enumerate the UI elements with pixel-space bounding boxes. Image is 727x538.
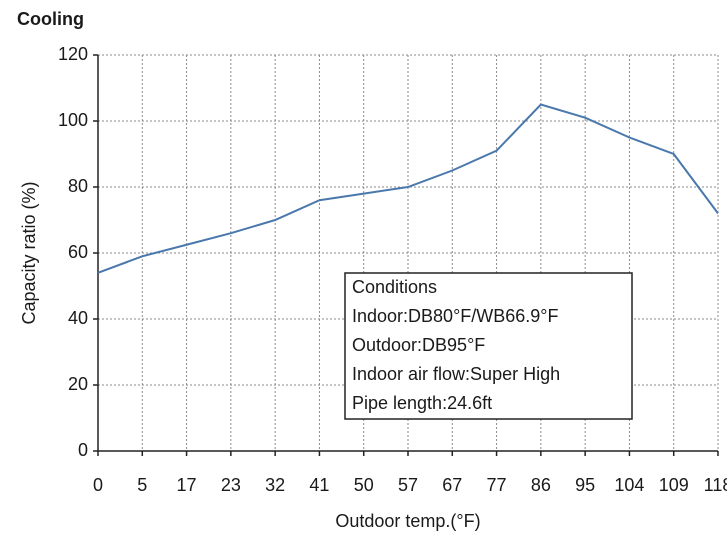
x-tick-label: 5 xyxy=(137,475,147,495)
x-tick-label: 41 xyxy=(309,475,329,495)
x-tick-label: 23 xyxy=(221,475,241,495)
chart-title: Cooling xyxy=(17,9,84,29)
x-tick-label: 118 xyxy=(704,475,727,495)
annotation-box xyxy=(344,272,633,420)
x-tick-label: 67 xyxy=(442,475,462,495)
x-axis-label: Outdoor temp.(°F) xyxy=(335,511,480,531)
x-tick-label: 57 xyxy=(398,475,418,495)
y-tick-label: 60 xyxy=(68,242,88,262)
y-tick-label: 40 xyxy=(68,308,88,328)
annotation-line: Pipe length:24.6ft xyxy=(352,393,492,413)
y-axis-label: Capacity ratio (%) xyxy=(19,181,39,324)
x-tick-label: 32 xyxy=(265,475,285,495)
x-tick-label: 95 xyxy=(575,475,595,495)
x-tick-label: 104 xyxy=(614,475,644,495)
x-tick-label: 86 xyxy=(531,475,551,495)
data-line xyxy=(97,103,719,274)
x-tick-label: 109 xyxy=(659,475,689,495)
y-tick-label: 80 xyxy=(68,176,88,196)
annotation-line: Outdoor:DB95°F xyxy=(352,335,485,355)
x-tick-label: 50 xyxy=(354,475,374,495)
annotation-line: Conditions xyxy=(352,277,437,297)
y-tick-label: 0 xyxy=(78,440,88,460)
x-tick-label: 0 xyxy=(93,475,103,495)
y-tick-label: 120 xyxy=(58,44,88,64)
y-tick-label: 100 xyxy=(58,110,88,130)
annotation-line: Indoor air flow:Super High xyxy=(352,364,560,384)
x-tick-label: 17 xyxy=(177,475,197,495)
y-tick-label: 20 xyxy=(68,374,88,394)
x-tick-label: 77 xyxy=(487,475,507,495)
annotation-line: Indoor:DB80°F/WB66.9°F xyxy=(352,306,558,326)
